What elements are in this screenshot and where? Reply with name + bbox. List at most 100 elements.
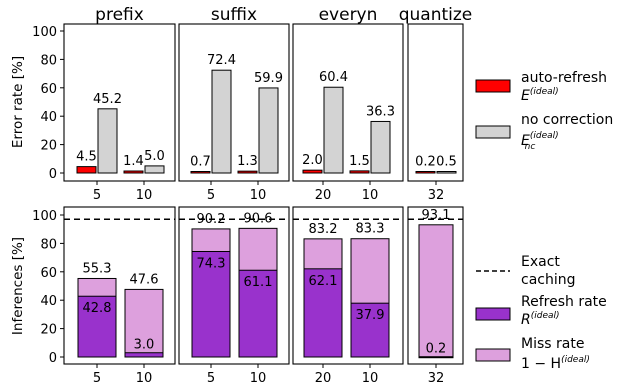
error-bar [144, 165, 165, 174]
miss-rate-bar [418, 224, 454, 358]
refresh-rate-label: 62.1 [309, 274, 338, 289]
panel-title: suffix [211, 5, 257, 25]
y-tick-label: 80 [40, 237, 57, 252]
total-rate-label: 47.6 [130, 272, 159, 287]
bottom-inferences-chart: 42.855.353.047.61074.390.2561.190.61062.… [32, 206, 464, 386]
refresh-rate-bar [124, 352, 164, 358]
total-rate-label: 93.1 [422, 208, 451, 223]
panel-title: quantize [399, 5, 473, 25]
y-tick-label: 0 [49, 167, 57, 182]
y-tick-label: 20 [40, 323, 57, 338]
error-bar-label: 2.0 [302, 153, 323, 168]
x-tick-label: 10 [250, 371, 267, 386]
x-tick-label: 20 [315, 371, 332, 386]
error-bar [302, 169, 323, 174]
error-bar-label: 4.5 [76, 150, 97, 165]
refresh-rate-label: 37.9 [356, 308, 385, 323]
legend-exact-caching-l2: caching [521, 272, 576, 288]
legend-refresh-sup: (ideal) [531, 311, 560, 321]
top-ylabel: Error rate [%] [10, 56, 26, 148]
legend-refresh-rate-math: R(ideal) [521, 311, 560, 328]
legend-auto-refresh-math: E(ideal) [521, 87, 559, 104]
x-tick-label: 5 [207, 371, 215, 386]
error-bar-label: 5.0 [144, 149, 165, 164]
legend-miss-rate-l1: Miss rate [521, 336, 584, 352]
error-bar [323, 86, 344, 174]
error-bar-label: 0.2 [415, 155, 436, 170]
legend-miss-rate-swatch [475, 348, 511, 362]
x-tick-label: 5 [93, 188, 101, 203]
error-bar [123, 170, 144, 174]
error-bar [436, 171, 457, 174]
legend-no-correction-sup: (ideal) [530, 131, 559, 141]
bottom-legend: Exact caching Refresh rate R(ideal) Miss… [475, 254, 607, 372]
legend-no-correction-math: E(ideal) nc [521, 131, 559, 152]
y-tick-label: 100 [32, 209, 57, 224]
x-tick-label: 20 [315, 188, 332, 203]
total-rate-label: 83.3 [356, 222, 385, 237]
bottom-panel-frame [292, 206, 404, 365]
refresh-rate-bar [350, 302, 390, 358]
legend-auto-refresh-sup: (ideal) [530, 87, 559, 97]
legend-auto-refresh-swatch [475, 79, 511, 93]
legend-auto-refresh-label: auto-refresh [521, 70, 607, 86]
error-bar-label: 1.3 [237, 154, 258, 169]
y-tick-label: 0 [49, 351, 57, 366]
refresh-rate-bar [418, 356, 454, 359]
x-tick-label: 32 [428, 371, 445, 386]
error-bar [349, 170, 370, 174]
x-tick-label: 5 [93, 371, 101, 386]
error-bar [237, 170, 258, 174]
error-bar-label: 0.7 [190, 155, 211, 170]
panel-title: prefix [95, 5, 144, 25]
bottom-panel-frame [63, 206, 176, 365]
top-panel-frame [178, 23, 290, 182]
refresh-rate-label: 61.1 [244, 275, 273, 290]
legend-miss-sup: (ideal) [561, 355, 590, 365]
legend-auto-refresh-E: E [521, 88, 530, 104]
x-tick-label: 10 [136, 371, 153, 386]
legend-no-correction-swatch [475, 125, 511, 139]
legend-miss-1H: 1 − H [521, 356, 561, 372]
error-bar [258, 87, 279, 174]
y-tick-label: 100 [32, 25, 57, 40]
y-tick-label: 40 [40, 110, 57, 125]
legend-exact-caching-l1: Exact [521, 254, 560, 270]
refresh-rate-label: 74.3 [197, 256, 226, 271]
y-tick-label: 80 [40, 53, 57, 68]
x-tick-label: 32 [428, 188, 445, 203]
refresh-rate-bar [303, 268, 343, 358]
legend-no-correction-nc: nc [525, 142, 536, 152]
legend-no-correction-E: E [521, 133, 530, 149]
error-bar-label: 72.4 [207, 53, 236, 68]
y-tick-label: 40 [40, 294, 57, 309]
x-tick-label: 10 [362, 188, 379, 203]
error-bar-label: 1.5 [349, 154, 370, 169]
bottom-ylabel: Inferences [%] [10, 237, 26, 335]
legend-miss-rate-math: 1 − H(ideal) [521, 355, 590, 372]
legend-refresh-R: R [521, 312, 531, 328]
error-bar-label: 1.4 [123, 154, 144, 169]
top-legend: auto-refresh E(ideal) no correction E(id… [475, 70, 613, 152]
legend-no-correction-label: no correction [521, 112, 613, 128]
top-panel-frame [292, 23, 404, 182]
error-bar-label: 36.3 [366, 104, 395, 119]
legend-refresh-rate-swatch [475, 307, 511, 321]
error-bar [97, 108, 118, 174]
refresh-rate-label: 42.8 [83, 301, 112, 316]
y-tick-label: 60 [40, 266, 57, 281]
error-bar-label: 59.9 [254, 71, 283, 86]
x-tick-label: 10 [362, 371, 379, 386]
total-rate-label: 83.2 [309, 222, 338, 237]
legend-refresh-rate-l1: Refresh rate [521, 294, 607, 310]
error-bar [370, 120, 391, 174]
refresh-rate-bar [77, 295, 117, 358]
error-bar-label: 0.5 [436, 155, 457, 170]
refresh-rate-bar [191, 250, 231, 358]
error-bar [190, 171, 211, 174]
error-bar-label: 60.4 [319, 70, 348, 85]
x-tick-label: 10 [136, 188, 153, 203]
error-bar [211, 69, 232, 174]
error-bar [76, 166, 97, 174]
